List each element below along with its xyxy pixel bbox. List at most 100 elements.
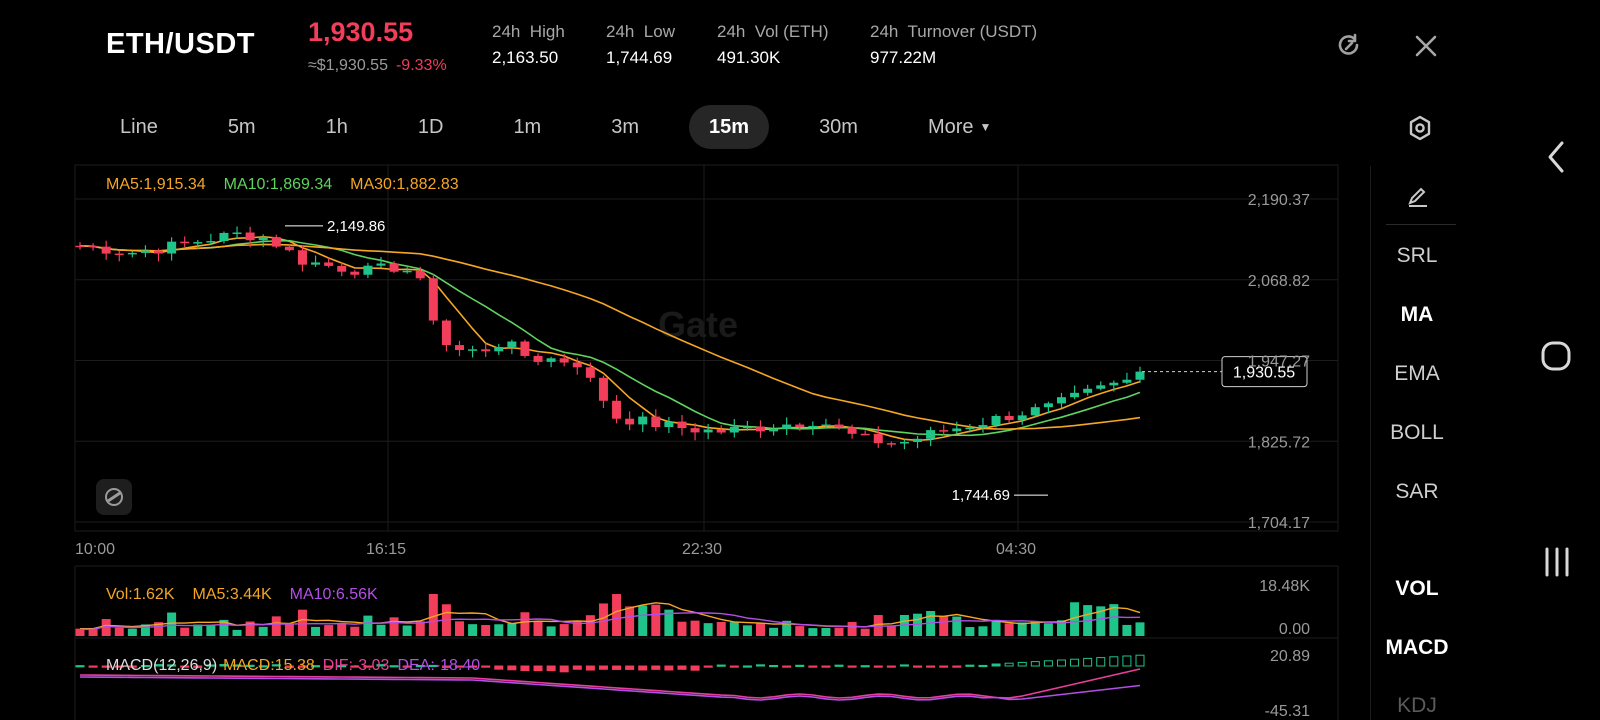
macd-hist-bar xyxy=(284,665,294,668)
macd-hist-bar xyxy=(965,664,975,667)
candle-body xyxy=(651,416,661,428)
macd-hist-bar xyxy=(271,664,281,667)
macd-hist-bar xyxy=(899,664,909,667)
close-button[interactable] xyxy=(1412,32,1440,60)
candle-body xyxy=(572,362,582,368)
tab-15m[interactable]: 15m xyxy=(689,105,770,149)
volume-bar xyxy=(952,616,962,636)
macd-hist-bar xyxy=(834,664,844,667)
ma5-line xyxy=(79,235,1141,442)
price-axis-label: 2,068.82 xyxy=(1248,273,1310,290)
tab-1d[interactable]: 1D xyxy=(417,116,444,138)
candle-body xyxy=(742,426,752,429)
candle-body xyxy=(441,320,451,346)
price-change: -9.33% xyxy=(395,57,447,74)
chart-tool-button[interactable] xyxy=(96,479,132,515)
draw-tool-button[interactable] xyxy=(1404,182,1432,210)
macd-hist-bar xyxy=(1135,654,1145,667)
volume-bar xyxy=(245,621,255,636)
indicator-srl[interactable]: SRL xyxy=(1396,244,1438,267)
volume-bar xyxy=(154,622,164,636)
candle-body xyxy=(494,346,504,352)
macd-hist-bar xyxy=(886,665,896,668)
volume-bar xyxy=(1070,602,1080,636)
volume-bar xyxy=(206,624,216,636)
volume-bar xyxy=(75,628,85,636)
macd-axis-label: 20.89 xyxy=(1270,648,1310,665)
macd-hist-bar xyxy=(716,664,726,667)
macd-hist-bar xyxy=(441,665,451,668)
current-price-label: 1,930.55 xyxy=(1233,365,1295,382)
candle-body xyxy=(926,430,936,439)
macd-hist-bar xyxy=(598,665,608,670)
candle-body xyxy=(598,377,608,401)
macd-hist-bar xyxy=(638,665,648,671)
price-axis-label: 1,947.27 xyxy=(1248,354,1310,371)
refresh-button[interactable] xyxy=(1335,32,1363,60)
price-axis-label: 1,825.72 xyxy=(1248,434,1310,451)
stat-value: 1,744.69 xyxy=(606,48,673,67)
macd-hist-bar xyxy=(1109,656,1119,667)
tab-30m[interactable]: 30m xyxy=(819,116,858,138)
recents-icon xyxy=(1545,547,1569,577)
volume-axis-label: 0.00 xyxy=(1279,621,1310,638)
macd-hist-bar xyxy=(729,665,739,668)
volume-bar xyxy=(742,625,752,636)
indicator-ma[interactable]: MA xyxy=(1400,303,1434,326)
macd-hist-bar xyxy=(154,664,164,667)
macd-hist-bar xyxy=(782,665,792,668)
system-back-button[interactable] xyxy=(1542,140,1572,179)
indicator-macd[interactable]: MACD xyxy=(1385,636,1449,659)
volume-bar xyxy=(455,621,465,636)
dea-line xyxy=(79,676,1141,701)
volume-bar xyxy=(1043,623,1053,636)
macd-hist-bar xyxy=(742,665,752,668)
system-recents-button[interactable] xyxy=(1542,546,1572,583)
macd-hist-bar xyxy=(193,665,203,668)
system-home-button[interactable] xyxy=(1540,340,1572,377)
chart-settings-button[interactable] xyxy=(1406,114,1434,142)
volume-bar xyxy=(651,604,661,636)
tab-line[interactable]: Line xyxy=(120,116,158,138)
tab-1h[interactable]: 1h xyxy=(325,116,348,138)
volume-bar xyxy=(664,609,674,636)
candle-body xyxy=(88,245,98,248)
volume-bar xyxy=(140,624,150,636)
macd-hist-bar xyxy=(1043,660,1053,667)
candle-body xyxy=(795,424,805,428)
candle-body xyxy=(311,262,321,265)
price-chart[interactable]: Gate 2,149.861,744.691,930.55 2,190.372,… xyxy=(0,0,1370,720)
candle-body xyxy=(271,237,281,247)
macd-hist-bar xyxy=(625,665,635,670)
candle-body xyxy=(1030,407,1040,416)
macd-hist-bar xyxy=(507,665,517,671)
candle-body xyxy=(1017,415,1027,421)
indicator-sar[interactable]: SAR xyxy=(1395,480,1439,503)
crosshair-toggle-icon xyxy=(105,488,123,506)
macd-hist-bar xyxy=(101,665,111,668)
volume-bar xyxy=(1004,623,1014,636)
indicator-vol[interactable]: VOL xyxy=(1395,577,1439,600)
macd-hist-bar xyxy=(494,665,504,670)
candle-body xyxy=(1070,392,1080,398)
volume-bar xyxy=(180,627,190,636)
volume-bar xyxy=(677,621,687,636)
stat-24h-low: 24h Low 1,744.69 xyxy=(606,22,675,68)
tab-3m[interactable]: 3m xyxy=(611,116,640,138)
indicator-boll[interactable]: BOLL xyxy=(1390,421,1444,444)
macd-hist-bar xyxy=(1083,657,1093,667)
tab-5m[interactable]: 5m xyxy=(227,116,256,138)
stat-label: 24h High xyxy=(492,22,565,41)
price-panel-frame xyxy=(74,164,1339,532)
candle-body xyxy=(729,426,739,433)
macd-hist-bar xyxy=(913,665,923,668)
tab-1m[interactable]: 1m xyxy=(513,116,542,138)
candle-body xyxy=(1135,371,1145,380)
candle-body xyxy=(978,425,988,428)
candle-body xyxy=(219,232,229,242)
indicator-ema[interactable]: EMA xyxy=(1394,362,1440,385)
tab-more[interactable]: More ▼ xyxy=(908,105,1011,149)
indicator-kdj[interactable]: KDJ xyxy=(1397,694,1437,717)
candle-body xyxy=(533,355,543,362)
stat-value: 491.30K xyxy=(717,48,781,67)
